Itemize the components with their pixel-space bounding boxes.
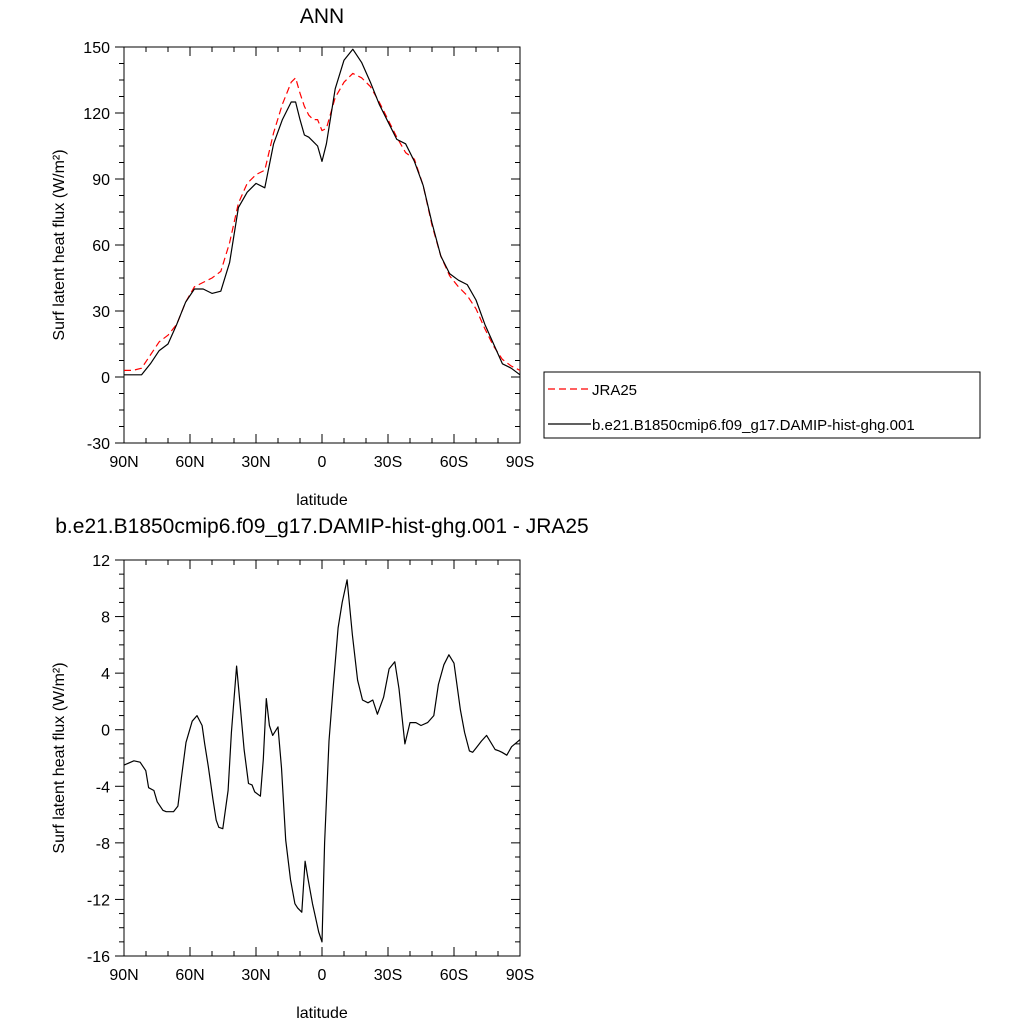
climatology-panel: ANN 90N 60N 30N 0 30S 60S 90S -30 0 30 60 90 120 150… [51,5,981,509]
legend-box [543,371,981,439]
axis-ticks [115,46,521,444]
x-tick-label: 30S [374,967,402,984]
x-tick-labels: 90N 60N 30N 0 30S 60S 90S [109,454,534,471]
x-tick-label: 30N [241,967,270,984]
x-tick-label: 0 [318,454,327,471]
series-line-0 [124,72,521,371]
difference-panel: b.e21.B1850cmip6.f09_g17.DAMIP-hist-ghg.… [51,515,589,1022]
legend-label-jra25: JRA25 [592,382,637,399]
y-tick-label: 12 [92,553,110,570]
y-tick-label: 60 [92,238,110,255]
axis-ticks [115,559,521,957]
y-tick-labels: -30 0 30 60 90 120 150 [83,40,110,453]
x-tick-label: 60N [175,454,204,471]
series-lines [124,48,521,376]
x-tick-label: 90N [109,454,138,471]
y-tick-label: -16 [87,949,110,966]
y-tick-label: 8 [101,610,110,627]
y-tick-label: -4 [96,779,110,796]
x-tick-label: 30N [241,454,270,471]
y-tick-label: 4 [101,666,110,683]
series-line-1 [124,48,521,376]
y-axis-label: Surf latent heat flux (W/m²) [51,149,68,340]
y-tick-label: -30 [87,436,110,453]
panel-title: b.e21.B1850cmip6.f09_g17.DAMIP-hist-ghg.… [55,515,588,538]
x-tick-label: 90N [109,967,138,984]
y-tick-label: -8 [96,836,110,853]
series-lines [123,579,521,943]
y-tick-label: 30 [92,304,110,321]
x-tick-label: 90S [506,454,534,471]
y-tick-label: -12 [87,892,110,909]
y-tick-label: 120 [83,106,110,123]
x-axis-label: latitude [296,492,348,509]
x-tick-labels: 90N 60N 30N 0 30S 60S 90S [109,967,534,984]
x-tick-label: 90S [506,967,534,984]
x-tick-label: 60S [440,967,468,984]
series-line-0 [123,579,521,943]
x-tick-label: 0 [318,967,327,984]
x-tick-label: 30S [374,454,402,471]
y-tick-label: 150 [83,40,110,57]
x-tick-label: 60N [175,967,204,984]
legend: JRA25 b.e21.B1850cmip6.f09_g17.DAMIP-his… [543,371,981,439]
plot-frame [123,46,521,444]
y-axis-label: Surf latent heat flux (W/m²) [51,662,68,853]
y-tick-label: 0 [101,370,110,387]
legend-label-model: b.e21.B1850cmip6.f09_g17.DAMIP-hist-ghg.… [592,417,915,434]
x-axis-label: latitude [296,1005,348,1022]
x-tick-label: 60S [440,454,468,471]
y-tick-labels: -16 -12 -8 -4 0 4 8 12 [87,553,110,966]
y-tick-label: 0 [101,723,110,740]
y-tick-label: 90 [92,172,110,189]
panel-title: ANN [300,5,344,28]
